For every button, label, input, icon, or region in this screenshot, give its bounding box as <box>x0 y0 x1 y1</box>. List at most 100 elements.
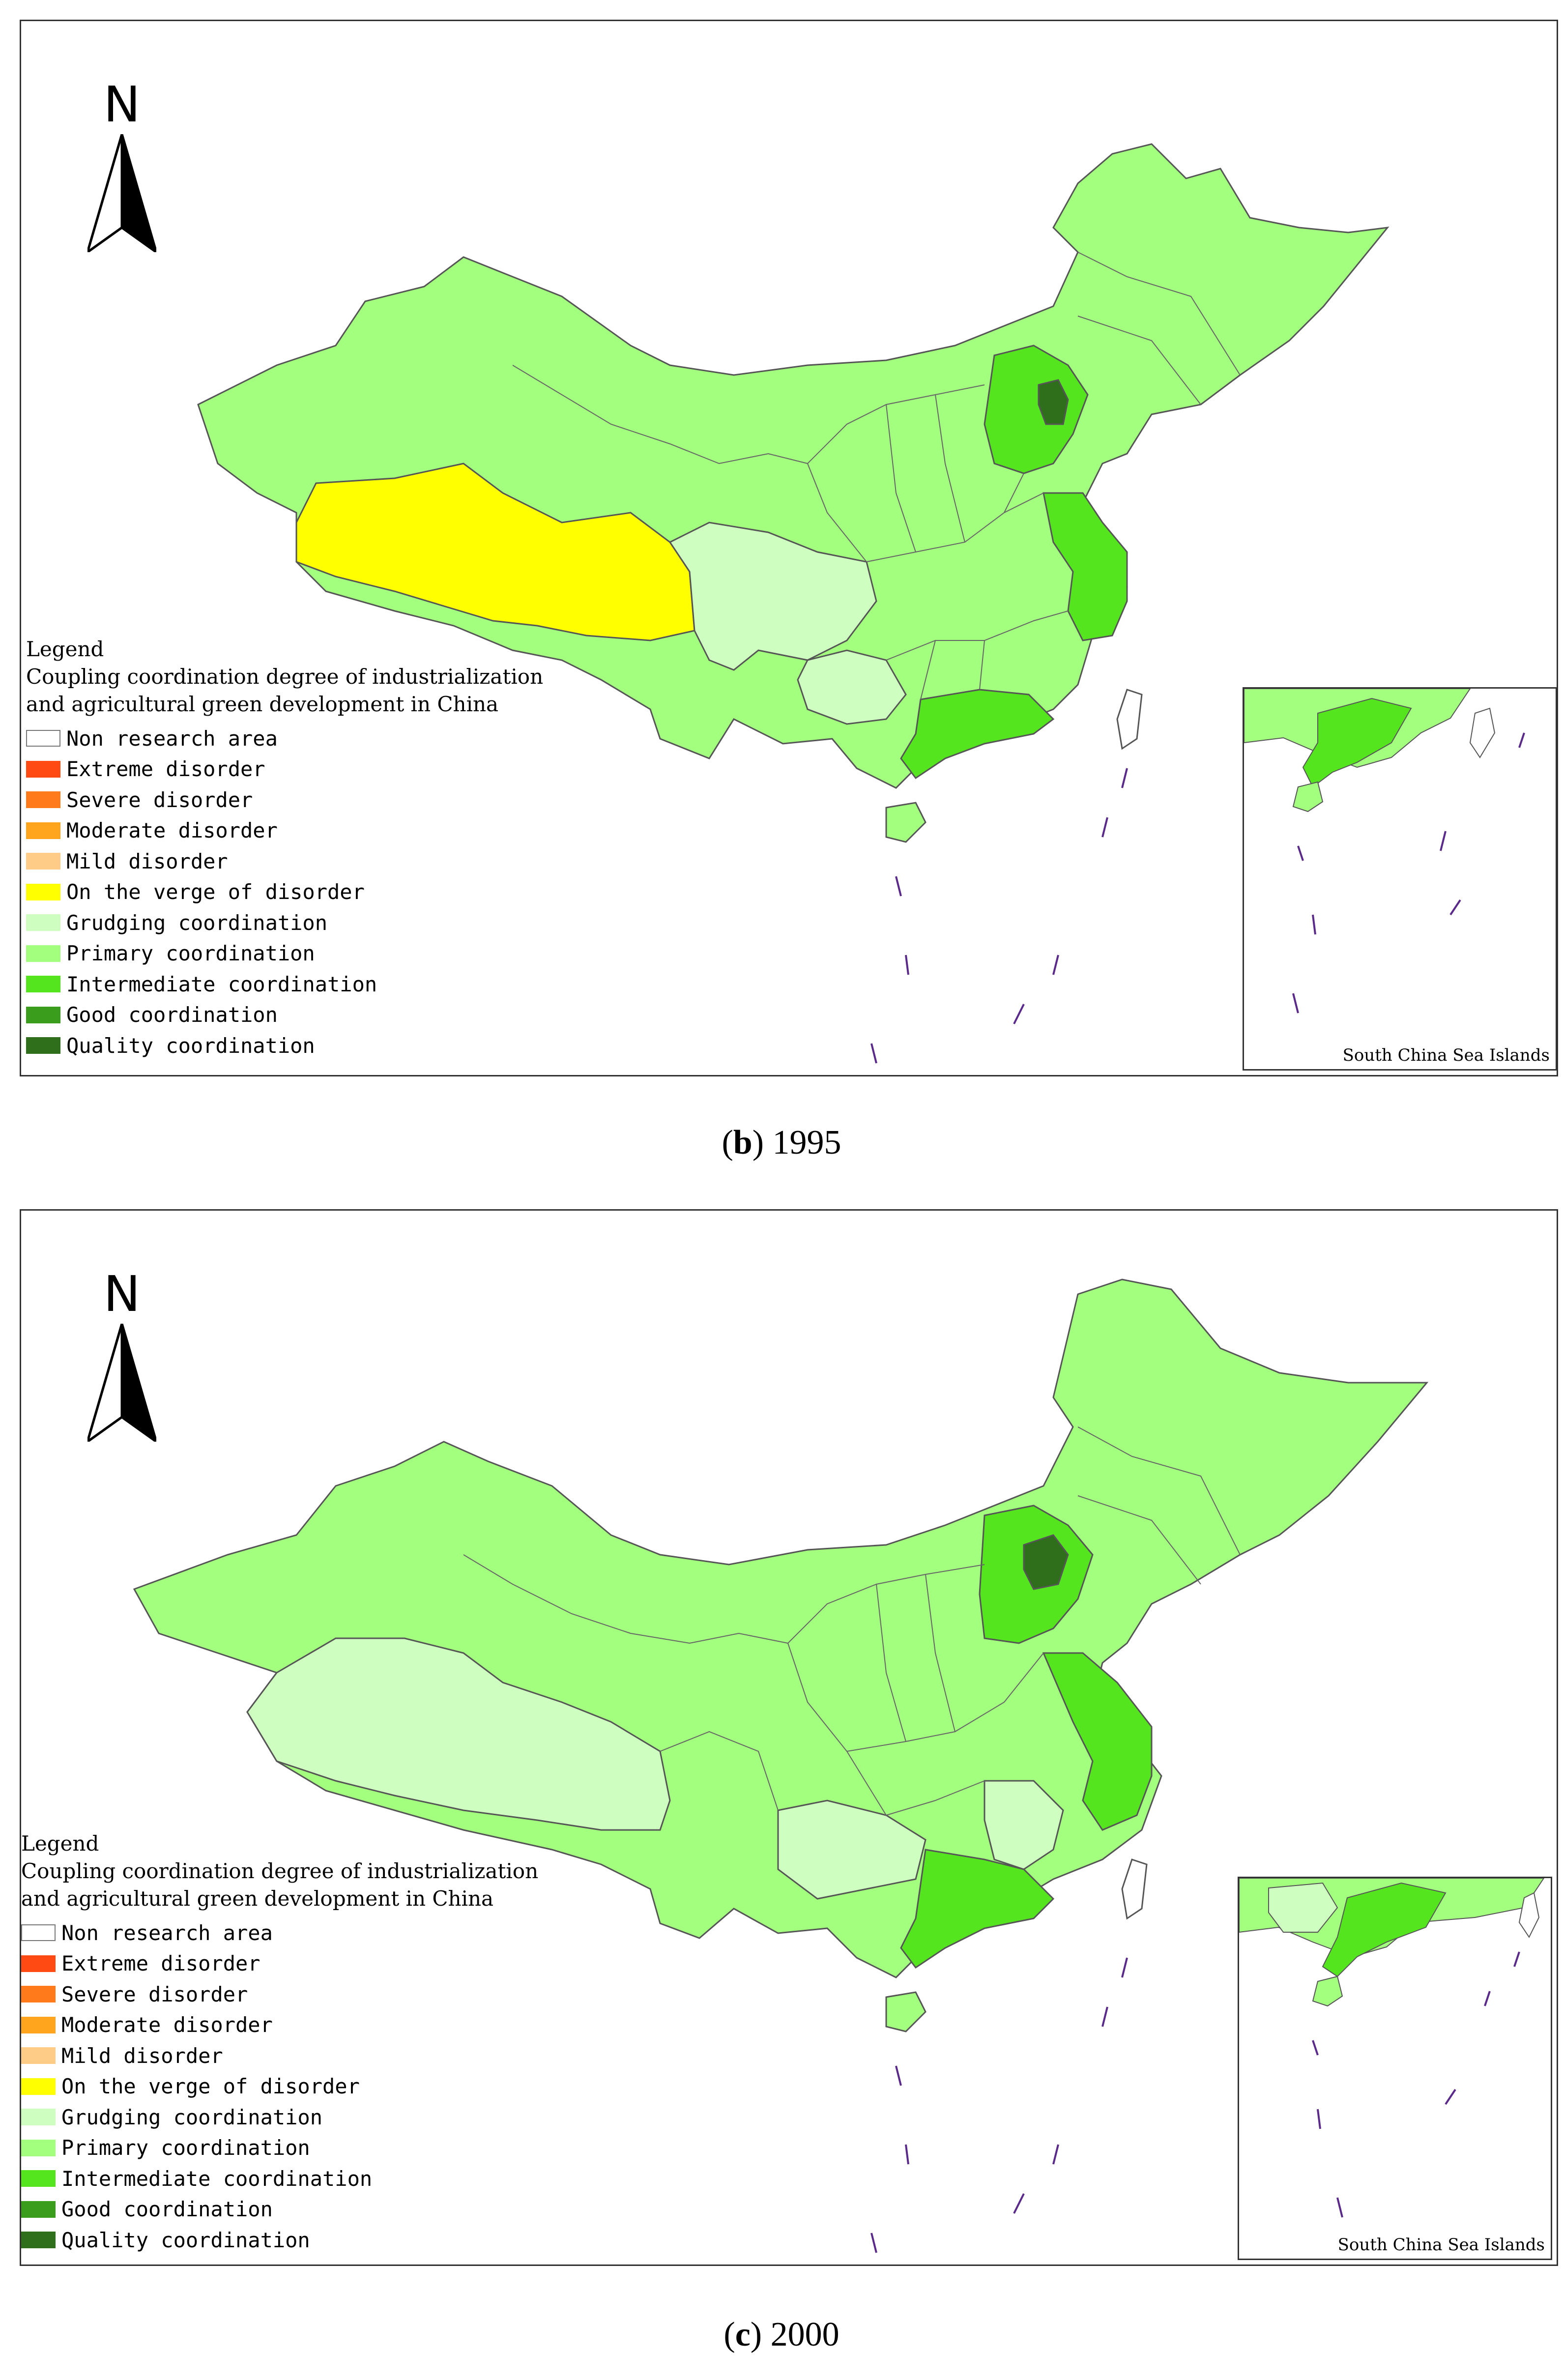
legend-swatch <box>21 1986 56 2003</box>
region-guizhou <box>777 1800 926 1900</box>
legend-title-line2: and agricultural green development in Ch… <box>26 692 499 716</box>
map-panel-2000: N Legend Coupling coordination degree of… <box>20 1209 1558 2266</box>
legend-item: Moderate disorder <box>21 2010 670 2041</box>
legend-label: Mild disorder <box>66 849 228 873</box>
region-jiangxi <box>984 1780 1064 1870</box>
legend-label: Mild disorder <box>61 2043 223 2068</box>
inset-map <box>1244 689 1525 1014</box>
legend-swatch <box>26 945 60 962</box>
legend-item: Grudging coordination <box>26 907 675 938</box>
caption-1995: (b) 1995 <box>722 1124 841 1161</box>
legend-label: Good coordination <box>66 1003 278 1027</box>
legend-swatch <box>26 976 60 993</box>
north-label: N <box>103 1265 141 1323</box>
north-arrow: N <box>80 1270 164 1447</box>
south-china-sea-inset: South China Sea Islands <box>1243 687 1557 1071</box>
region-jiangsu-zhejiang <box>1042 1652 1153 1831</box>
north-arrow: N <box>80 80 164 257</box>
region-guizhou <box>797 649 907 725</box>
legend-label: Extreme disorder <box>61 1951 260 1976</box>
region-sichuan <box>668 522 877 671</box>
region-hebei <box>984 345 1089 474</box>
legend-item: Grudging coordination <box>21 2102 670 2133</box>
region-beijing-tianjin <box>1038 379 1069 425</box>
caption-year: 1995 <box>772 1124 841 1161</box>
legend-item: Good coordination <box>26 1000 675 1031</box>
legend-item: Extreme disorder <box>21 1948 670 1979</box>
legend-label: Severe disorder <box>66 787 253 812</box>
region-tibet <box>295 463 695 641</box>
legend-swatch <box>26 1037 60 1054</box>
legend-title-line1: Coupling coordination degree of industri… <box>26 665 544 689</box>
caption-letter: c <box>735 2316 751 2353</box>
north-arrow-icon <box>87 1324 156 1442</box>
legend-swatch <box>21 1955 56 1972</box>
region-beijing-tianjin <box>1023 1534 1069 1590</box>
legend-label: Quality coordination <box>61 2228 310 2252</box>
legend-item: Quality coordination <box>21 2225 670 2256</box>
china-map-2000 <box>133 1278 1429 2253</box>
legend-swatch <box>26 1006 60 1023</box>
legend: Legend Coupling coordination degree of i… <box>26 636 675 1061</box>
legend-label: On the verge of disorder <box>66 880 365 904</box>
sea-boundary-dashes <box>870 1957 1128 2253</box>
legend-title-line1: Coupling coordination degree of industri… <box>21 1859 539 1883</box>
legend-swatch <box>26 914 60 931</box>
legend-label: Grudging coordination <box>66 910 328 935</box>
province-boundaries <box>463 1426 1241 1816</box>
legend-label: Non research area <box>66 726 278 751</box>
legend: Legend Coupling coordination degree of i… <box>21 1830 670 2256</box>
legend-label: Intermediate coordination <box>66 972 377 996</box>
legend-swatch <box>21 2170 56 2187</box>
china-map-1995 <box>197 143 1389 1064</box>
inset-label: South China Sea Islands <box>1337 2235 1545 2255</box>
legend-item: Non research area <box>21 1917 670 1948</box>
legend-item: On the verge of disorder <box>26 877 675 908</box>
legend-swatch <box>26 730 60 747</box>
legend-label: Extreme disorder <box>66 757 265 782</box>
legend-label: Grudging coordination <box>61 2105 323 2129</box>
legend-item: Mild disorder <box>26 846 675 877</box>
region-guangdong <box>900 689 1055 780</box>
legend-label: Quality coordination <box>66 1033 315 1058</box>
legend-swatch <box>21 2139 56 2156</box>
caption-year: 2000 <box>770 2316 839 2353</box>
legend-swatch <box>21 2201 56 2218</box>
legend-label: Good coordination <box>61 2197 273 2222</box>
legend-item: Intermediate coordination <box>26 969 675 1000</box>
region-taiwan <box>1116 689 1143 750</box>
legend-label: Non research area <box>61 1920 273 1945</box>
legend-swatch <box>21 2047 56 2064</box>
map-panel-1995: N Legend Coupling coordination degree of… <box>20 20 1558 1076</box>
south-china-sea-inset: South China Sea Islands <box>1238 1877 1552 2260</box>
legend-swatch <box>26 822 60 839</box>
legend-label: Primary coordination <box>61 2136 310 2160</box>
legend-swatch <box>21 1924 56 1942</box>
legend-swatch <box>26 760 60 778</box>
legend-label: Intermediate coordination <box>61 2166 373 2191</box>
legend-item: Non research area <box>26 723 675 754</box>
caption-2000: (c) 2000 <box>724 2316 839 2353</box>
legend-swatch <box>21 2109 56 2126</box>
legend-heading: Legend <box>26 637 104 661</box>
legend-item: Severe disorder <box>26 784 675 815</box>
province-boundaries <box>512 252 1241 700</box>
inset-label: South China Sea Islands <box>1342 1045 1550 1065</box>
legend-item: Severe disorder <box>21 1979 670 2010</box>
north-label: N <box>103 76 141 133</box>
legend-title-line2: and agricultural green development in Ch… <box>21 1887 494 1911</box>
legend-item: Intermediate coordination <box>21 2163 670 2194</box>
legend-label: Primary coordination <box>66 941 315 966</box>
inset-map <box>1239 1878 1545 2218</box>
legend-label: Moderate disorder <box>66 818 278 843</box>
legend-item: Primary coordination <box>21 2133 670 2164</box>
legend-items: Non research area Extreme disorder Severe … <box>21 1917 670 2256</box>
legend-swatch <box>21 2232 56 2249</box>
legend-item: Primary coordination <box>26 938 675 969</box>
region-jiangsu-zhejiang <box>1042 492 1128 641</box>
legend-label: Severe disorder <box>61 1982 248 2006</box>
legend-swatch <box>26 791 60 809</box>
legend-items: Non research area Extreme disorder Severe … <box>26 723 675 1061</box>
legend-label: Moderate disorder <box>61 2013 273 2037</box>
region-hainan <box>885 802 926 843</box>
